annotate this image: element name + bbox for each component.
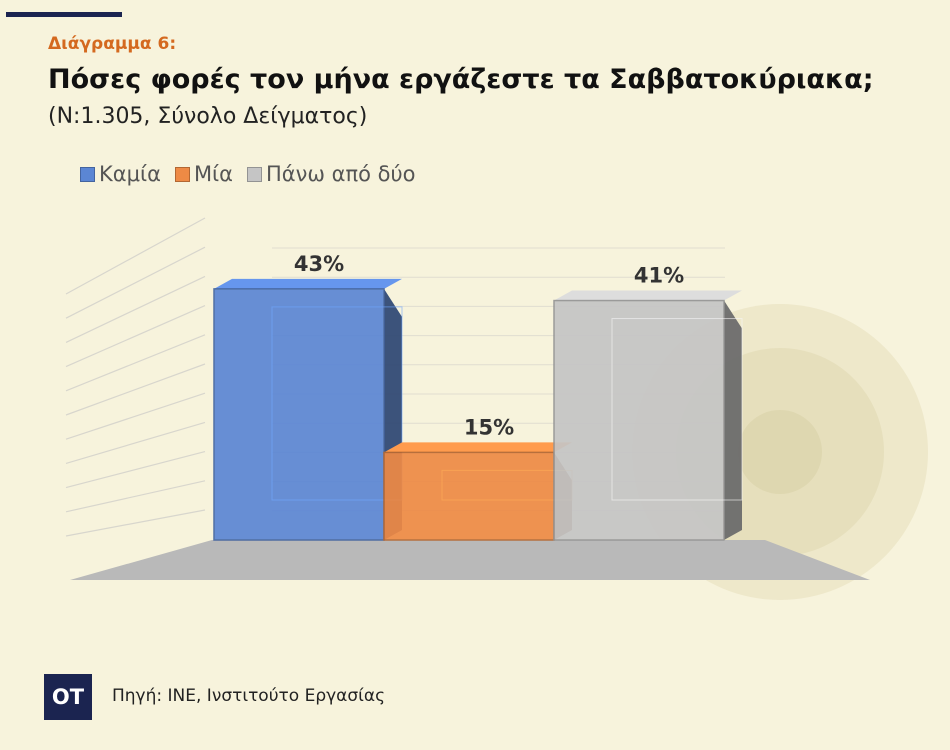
gridline-side	[65, 509, 206, 537]
legend-item-none: Καμία	[80, 162, 161, 186]
bar-top-0	[214, 278, 402, 289]
chart-title: Πόσες φορές τον μήνα εργάζεστε τα Σαββατ…	[48, 64, 874, 95]
data-label-1: 15%	[464, 415, 514, 439]
legend-item-more-than-two: Πάνω από δύο	[247, 162, 416, 186]
bar-inner-outline-0	[271, 306, 403, 501]
gridline-side	[65, 451, 206, 489]
legend-label-none: Καμία	[99, 162, 161, 186]
bar-0	[213, 288, 385, 541]
bar-1	[383, 451, 555, 541]
chart-subtitle: (Ν:1.305, Σύνολο Δείγματος)	[48, 104, 368, 129]
data-label-0: 43%	[294, 252, 344, 276]
gridline-side	[65, 246, 206, 319]
legend-label-more-than-two: Πάνω από δύο	[266, 162, 416, 186]
gridline-side	[65, 421, 206, 464]
legend-item-one: Μία	[174, 162, 234, 186]
decor-circle-inner	[738, 410, 822, 494]
bar-2	[553, 299, 725, 541]
gridline-side	[65, 305, 206, 368]
gridline-side	[65, 480, 206, 513]
gridline-side	[65, 217, 206, 295]
bar-top-1	[384, 442, 572, 453]
legend-swatch-more-than-two	[247, 166, 263, 182]
top-accent-rule	[6, 12, 122, 17]
chart-floor	[70, 540, 870, 580]
bar-chart: 43% 15% 41%	[65, 217, 928, 600]
chart-kicker: Διάγραμμα 6:	[48, 34, 177, 54]
ot-logo: OT	[44, 674, 92, 720]
bar-inner-outline-2	[611, 318, 743, 501]
legend-swatch-none	[80, 166, 95, 182]
bar-top-2	[554, 290, 742, 301]
chart-legend: Καμία Μία Πάνω από δύο	[80, 162, 416, 186]
legend-swatch-one	[174, 166, 190, 182]
legend-label-one: Μία	[193, 162, 234, 186]
data-label-2: 41%	[634, 264, 684, 288]
source-note: Πηγή: ΙΝΕ, Ινστιτούτο Εργασίας	[112, 686, 386, 706]
gridline-side	[65, 275, 206, 343]
gridline-side	[65, 363, 206, 416]
gridline-side	[65, 334, 206, 392]
bar-side-2	[724, 300, 742, 540]
gridline-side	[65, 392, 206, 440]
